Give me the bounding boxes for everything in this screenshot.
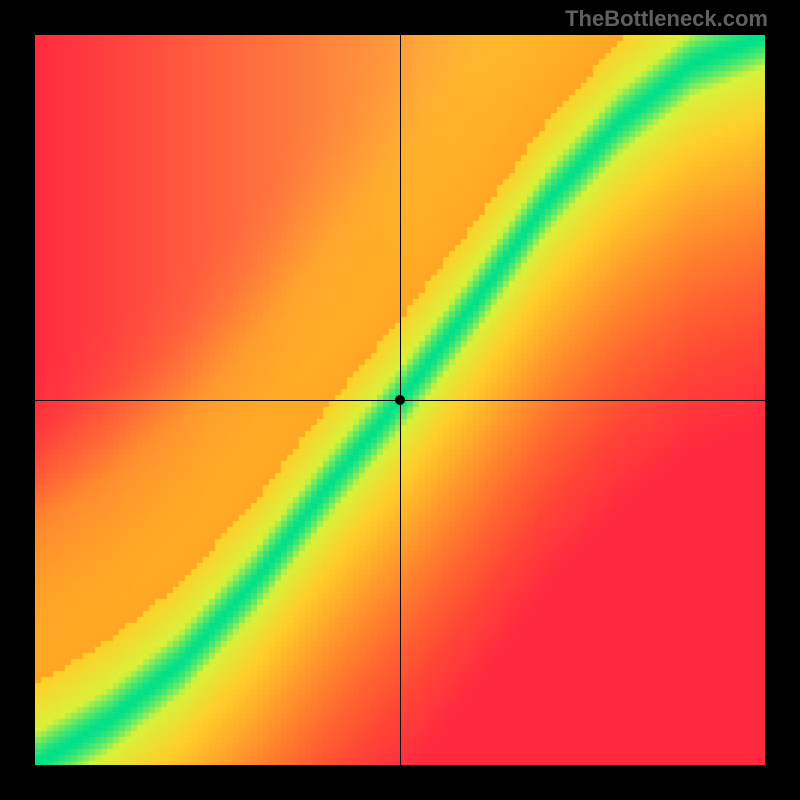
watermark-text: TheBottleneck.com: [565, 6, 768, 32]
center-marker: [395, 395, 405, 405]
chart-container: [35, 35, 765, 765]
